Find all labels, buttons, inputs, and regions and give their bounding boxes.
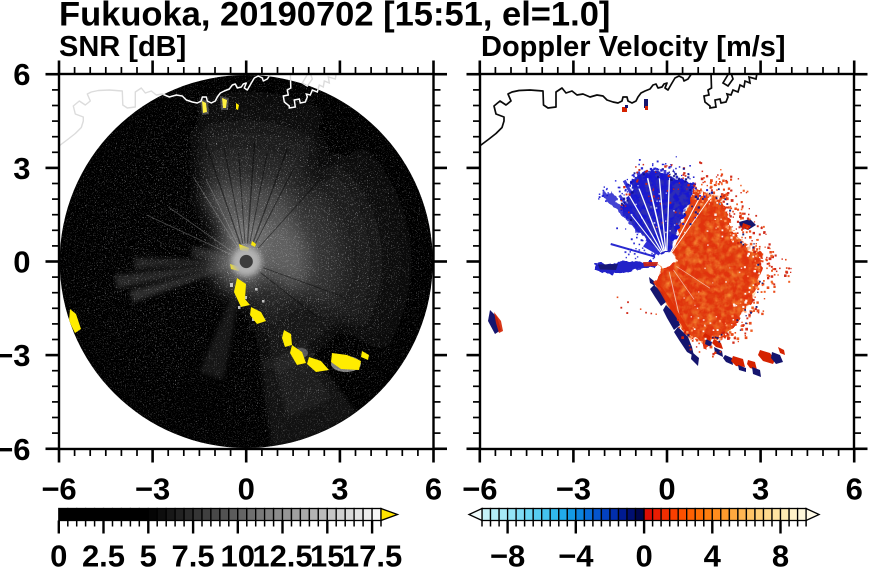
svg-text:0: 0 [658, 472, 675, 507]
svg-text:0: 0 [13, 245, 30, 280]
svg-text:12.5: 12.5 [252, 539, 312, 570]
svg-text:2.5: 2.5 [82, 539, 125, 570]
svg-text:4: 4 [704, 539, 722, 570]
svg-text:3: 3 [752, 472, 769, 507]
svg-text:Doppler Velocity [m/s]: Doppler Velocity [m/s] [481, 31, 786, 63]
svg-text:17.5: 17.5 [342, 539, 402, 570]
svg-text:7.5: 7.5 [172, 539, 215, 570]
svg-text:−3: −3 [135, 472, 170, 507]
svg-text:Fukuoka, 20190702 [15:51, el=1: Fukuoka, 20190702 [15:51, el=1.0] [59, 0, 610, 34]
svg-text:5: 5 [140, 539, 157, 570]
svg-text:−6: −6 [0, 432, 31, 467]
svg-text:10: 10 [221, 539, 255, 570]
svg-text:3: 3 [331, 472, 348, 507]
svg-text:SNR [dB]: SNR [dB] [59, 31, 186, 63]
svg-text:0: 0 [238, 472, 255, 507]
svg-text:8: 8 [772, 539, 789, 570]
svg-text:6: 6 [13, 57, 30, 92]
svg-text:−3: −3 [0, 338, 31, 373]
svg-text:6: 6 [425, 472, 442, 507]
svg-text:−6: −6 [41, 472, 76, 507]
svg-text:−4: −4 [558, 539, 594, 570]
svg-text:−6: −6 [462, 472, 497, 507]
svg-text:−8: −8 [490, 539, 525, 570]
svg-text:−3: −3 [556, 472, 591, 507]
svg-text:15: 15 [310, 539, 344, 570]
svg-text:3: 3 [13, 151, 30, 186]
svg-text:0: 0 [635, 539, 652, 570]
svg-text:6: 6 [846, 472, 863, 507]
svg-text:0: 0 [50, 539, 67, 570]
